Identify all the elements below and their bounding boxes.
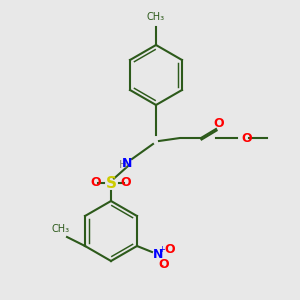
Text: CH₃: CH₃ <box>52 224 70 234</box>
Text: N: N <box>153 248 163 262</box>
Text: -: - <box>160 260 164 271</box>
Text: O: O <box>91 176 101 190</box>
Text: H: H <box>119 160 127 170</box>
Text: O: O <box>214 116 224 130</box>
Text: O: O <box>159 257 169 271</box>
Text: S: S <box>106 176 116 190</box>
Text: O: O <box>121 176 131 190</box>
Text: CH₃: CH₃ <box>147 13 165 22</box>
Text: N: N <box>122 157 133 170</box>
Text: +: + <box>158 245 165 254</box>
Text: O: O <box>242 131 252 145</box>
Text: O: O <box>165 242 175 256</box>
